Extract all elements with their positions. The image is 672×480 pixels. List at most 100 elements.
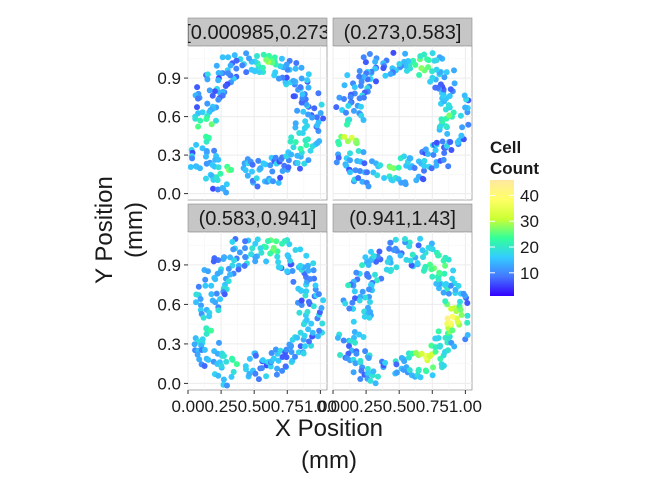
hexbin-point (403, 67, 410, 74)
hexbin-point (390, 49, 397, 56)
hexbin-point (282, 363, 289, 370)
facet-strip-label: (0.941,1.43] (349, 208, 456, 230)
hexbin-point (303, 316, 310, 323)
hexbin-point (372, 271, 378, 278)
hexbin-point (197, 296, 204, 302)
hexbin-point (312, 282, 319, 289)
hexbin-point (220, 256, 227, 262)
x-tick-label: 0.00 (316, 397, 349, 416)
hexbin-point (365, 183, 372, 190)
hexbin-point (430, 151, 437, 158)
hexbin-point (297, 246, 304, 253)
hexbin-point (464, 300, 471, 306)
hexbin-point (436, 269, 443, 276)
hexbin-point (228, 373, 235, 380)
hexbin-point (419, 247, 426, 254)
hexbin-point (294, 334, 301, 341)
hexbin-point (193, 299, 199, 306)
hexbin-point (366, 314, 373, 321)
hexbin-point (283, 74, 290, 81)
hexbin-point (213, 117, 219, 124)
hexbin-point (341, 96, 347, 102)
hexbin-points (188, 50, 327, 196)
hexbin-point (445, 163, 452, 170)
hexbin-point (286, 341, 293, 348)
hexbin-point (359, 262, 366, 269)
hexbin-point (435, 328, 442, 335)
hexbin-point (346, 305, 353, 312)
hexbin-point (353, 269, 360, 276)
hexbin-point (366, 51, 373, 57)
x-tick-label: 0.25 (350, 397, 383, 416)
hexbin-point (457, 298, 463, 305)
hexbin-point (249, 168, 255, 175)
hexbin-point (433, 249, 440, 256)
hexbin-point (252, 258, 259, 265)
hexbin-point (319, 320, 326, 327)
hexbin-point (405, 354, 412, 361)
hexbin-point (449, 275, 456, 282)
hexbin-point (360, 117, 367, 123)
hexbin-point (223, 181, 230, 188)
hexbin-point (248, 251, 255, 258)
hexbin-point (409, 251, 416, 258)
facet-strip (187, 203, 328, 233)
hexbin-point (341, 82, 348, 89)
hexbin-point (201, 346, 208, 353)
hexbin-point (447, 320, 454, 327)
hexbin-point (211, 147, 218, 154)
hexbin-point (441, 74, 448, 81)
hexbin-point (422, 146, 429, 153)
hexbin-point (440, 156, 447, 163)
hexbin-point (439, 138, 446, 145)
hexbin-point (364, 169, 370, 176)
hexbin-point (194, 104, 200, 111)
hexbin-point (464, 319, 471, 326)
hexbin-point (348, 134, 355, 141)
hexbin-point (203, 153, 209, 160)
hexbin-point (318, 305, 325, 311)
hexbin-point (243, 50, 250, 57)
hexbin-point (445, 347, 451, 354)
hexbin-point (225, 265, 232, 272)
hexbin-point (424, 151, 431, 157)
hexbin-point (437, 342, 444, 349)
hexbin-point (356, 68, 363, 74)
hexbin-point (228, 166, 235, 173)
hexbin-point (214, 177, 221, 184)
hexbin-point (428, 266, 435, 273)
hexbin-point (356, 331, 363, 338)
hexbin-point (447, 139, 454, 145)
hexbin-point (356, 73, 363, 80)
hexbin-point (357, 376, 364, 382)
hexbin-point (259, 357, 266, 364)
hexbin-point (428, 240, 435, 247)
hexbin-point (242, 238, 249, 245)
hexbin-point (415, 242, 422, 249)
hexbin-point (351, 334, 357, 341)
hexbin-point (386, 245, 393, 252)
hexbin-point (279, 240, 286, 247)
hexbin-point (429, 50, 436, 57)
hexbin-point (347, 338, 354, 345)
hexbin-point (351, 288, 358, 295)
hexbin-point (458, 312, 465, 318)
hexbin-point (458, 132, 465, 139)
hexbin-point (465, 121, 472, 128)
hexbin-point (212, 276, 219, 283)
hexbin-point (233, 361, 240, 368)
hexbin-point (392, 236, 399, 243)
hexbin-point (249, 245, 256, 252)
hexbin-point (447, 86, 454, 93)
legend-label: 10 (520, 264, 539, 283)
hexbin-point (373, 78, 379, 85)
hexbin-point (201, 363, 208, 369)
hexbin-point (305, 267, 312, 274)
hexbin-point (254, 53, 260, 59)
hexbin-point (347, 169, 353, 176)
hexbin-point (297, 329, 304, 336)
hexbin-point (352, 167, 359, 174)
hexbin-point (239, 62, 246, 69)
hexbin-point (353, 140, 360, 147)
hexbin-point (193, 141, 200, 148)
